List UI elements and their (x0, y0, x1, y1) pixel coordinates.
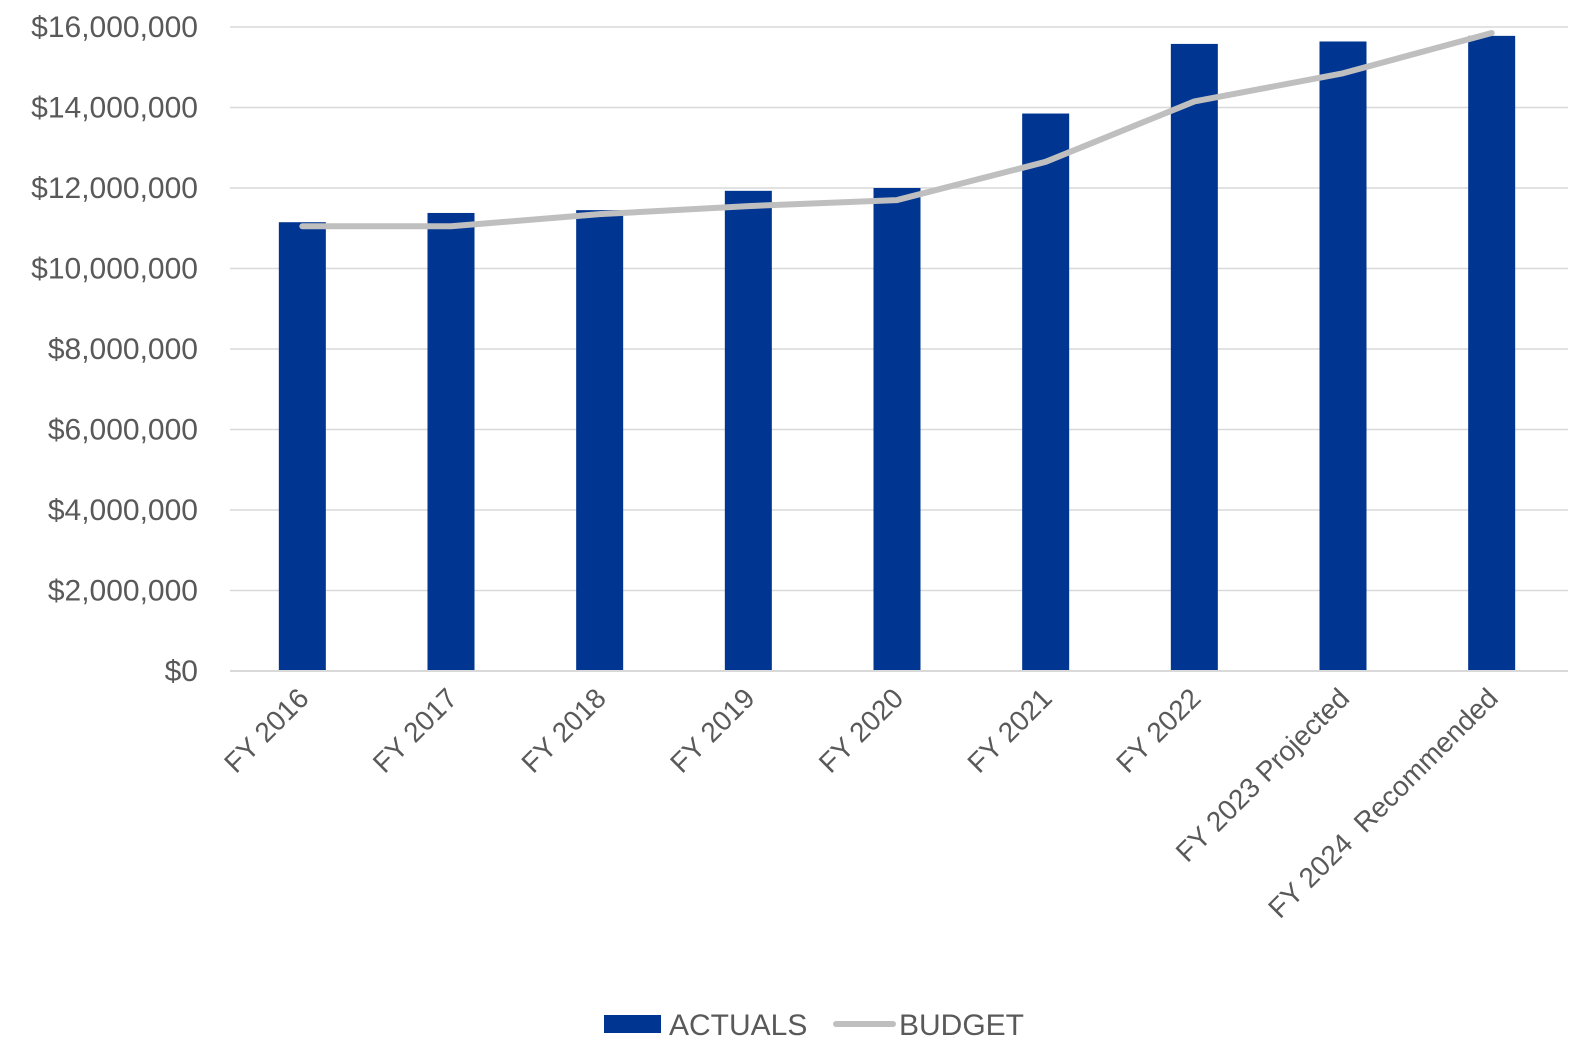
legend-label-actuals: ACTUALS (669, 1009, 807, 1042)
bar (873, 188, 921, 671)
y-tick-label: $8,000,000 (48, 333, 198, 366)
legend-swatch-actuals (604, 1015, 661, 1033)
bar (576, 210, 624, 671)
y-tick-label: $14,000,000 (31, 92, 198, 125)
line-budget (299, 30, 1495, 230)
bar (427, 212, 475, 671)
y-tick-label: $2,000,000 (48, 575, 198, 608)
x-tick-label: FY 2018 (515, 682, 611, 778)
x-tick-label: FY 2020 (813, 682, 909, 778)
x-tick-label: FY 2021 (961, 682, 1057, 778)
x-tick-label: FY 2016 (218, 682, 314, 778)
x-tick-label: FY 2019 (664, 682, 760, 778)
y-tick-label: $16,000,000 (31, 11, 198, 44)
y-tick-label: $6,000,000 (48, 414, 198, 447)
y-tick-label: $0 (165, 655, 198, 688)
y-tick-label: $10,000,000 (31, 253, 198, 286)
y-tick-label: $12,000,000 (31, 172, 198, 205)
bar (1022, 113, 1070, 672)
bar (1170, 43, 1218, 671)
bar (1319, 41, 1367, 672)
bar (278, 222, 326, 671)
x-axis-ticks: FY 2016 FY 2017 FY 2018 FY 2019 FY 2020 FY 20… (218, 682, 1504, 924)
bars-actuals (278, 35, 1516, 672)
x-tick-label: FY 2022 (1110, 682, 1206, 778)
bar (1468, 35, 1516, 672)
legend-label-budget: BUDGET (899, 1009, 1024, 1042)
line-budget-path (299, 30, 1495, 230)
x-tick-label: FY 2017 (367, 682, 463, 778)
bar (724, 190, 772, 671)
legend: ACTUALS BUDGET (604, 1009, 1024, 1042)
y-axis-ticks: $0 $2,000,000 $4,000,000 $6,000,000 $8,000,0… (31, 11, 198, 688)
y-tick-label: $4,000,000 (48, 494, 198, 527)
